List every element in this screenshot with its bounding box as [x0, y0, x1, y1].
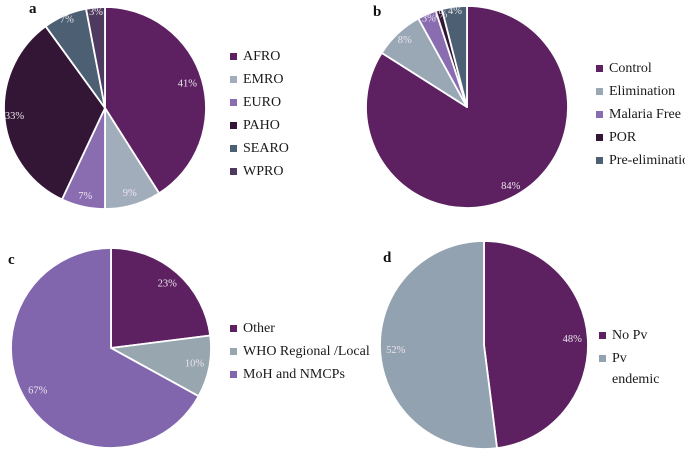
legend-item-euro: EURO: [230, 92, 289, 113]
legend-item-moh-and-nmcps: MoH and NMCPs: [230, 364, 370, 385]
legend-item-wpro: WPRO: [230, 161, 289, 182]
legend-swatch-icon: [230, 145, 237, 152]
slice-percentage-label: 1%: [433, 9, 447, 20]
pie-slice-no-pv: [483, 240, 589, 450]
pie-slice-control: [365, 5, 569, 209]
slice-percentage-label: 9%: [123, 188, 137, 199]
legend-label: Malaria Free: [609, 107, 681, 122]
pie-chart-d: 48% 52%: [379, 240, 589, 450]
legend-item-emro: EMRO: [230, 69, 289, 90]
slice-percentage-label: 67%: [28, 386, 48, 397]
legend-item-malaria-free: Malaria Free: [596, 104, 685, 125]
legend-item-control: Control: [596, 58, 685, 79]
panel-c: c 23% 10% 67% Other WHO Regional /Local MoH …: [0, 226, 370, 452]
legend-item-searo: SEARO: [230, 138, 289, 159]
legend-d: No Pv Pv endemic: [599, 325, 670, 392]
legend-swatch-icon: [230, 348, 237, 355]
legend-swatch-icon: [596, 111, 603, 118]
legend-swatch-icon: [230, 122, 237, 129]
pie-chart-c: 23% 10% 67%: [10, 247, 212, 449]
panel-letter-a: a: [29, 1, 37, 17]
legend-swatch-icon: [230, 371, 237, 378]
legend-label: Other: [243, 321, 275, 336]
slice-percentage-label: 3%: [89, 7, 103, 18]
legend-item-other: Other: [230, 318, 370, 339]
legend-swatch-icon: [230, 53, 237, 60]
legend-label: PAHO: [243, 118, 280, 133]
pie-slice-moh-and-nmcps: [10, 247, 200, 449]
pie-slice-wpro: [85, 6, 106, 109]
legend-item-who-regional-local: WHO Regional /Local: [230, 341, 370, 362]
legend-swatch-icon: [599, 355, 606, 362]
slice-percentage-label: 10%: [185, 358, 205, 369]
slice-percentage-label: 84%: [501, 181, 521, 192]
legend-label: Pre-elimination: [609, 153, 685, 168]
slice-percentage-label: 3%: [422, 13, 436, 24]
legend-swatch-icon: [596, 65, 603, 72]
slice-percentage-label: 4%: [448, 6, 462, 17]
legend-label: Elimination: [609, 84, 676, 99]
pie-slice-other: [110, 247, 212, 349]
slice-percentage-label: 8%: [398, 35, 412, 46]
legend-label: WPRO: [243, 164, 284, 179]
legend-label: MoH and NMCPs: [243, 367, 345, 382]
legend-item-pv-endemic: Pv endemic: [599, 348, 670, 390]
legend-item-no-pv: No Pv: [599, 325, 670, 346]
legend-label: Control: [609, 61, 652, 76]
pie-chart-b: 84% 8% 3%1% 4%: [365, 5, 569, 209]
legend-b: Control Elimination Malaria Free POR Pre-eli…: [596, 58, 685, 173]
legend-swatch-icon: [230, 325, 237, 332]
legend-label: No Pv: [612, 328, 648, 343]
slice-percentage-label: 33%: [5, 111, 25, 122]
pie-chart-a: 41% 9% 7% 33% 7% 3%: [3, 6, 207, 210]
panel-b: b 84% 8% 3% 1% 4% Control Elimination Malaria …: [342, 0, 685, 226]
panel-d: d 48% 52% No Pv Pv endemic: [342, 226, 685, 452]
legend-swatch-icon: [230, 76, 237, 83]
legend-label: POR: [609, 130, 637, 145]
legend-c: Other WHO Regional /Local MoH and NMCPs: [230, 318, 370, 387]
slice-percentage-label: 23%: [158, 279, 178, 290]
legend-item-afro: AFRO: [230, 46, 289, 67]
legend-item-paho: PAHO: [230, 115, 289, 136]
slice-percentage-label: 7%: [60, 14, 74, 25]
pie-slice-pre-elimination: [440, 5, 468, 108]
legend-swatch-icon: [230, 168, 237, 175]
legend-swatch-icon: [596, 88, 603, 95]
pie-slice-paho: [3, 25, 106, 201]
legend-item-elimination: Elimination: [596, 81, 685, 102]
legend-label: Pv endemic: [612, 351, 660, 387]
legend-label: EURO: [243, 95, 282, 110]
legend-swatch-icon: [596, 157, 603, 164]
legend-a: AFRO EMRO EURO PAHO SEARO WPRO: [230, 46, 289, 184]
panel-letter-d: d: [383, 250, 392, 266]
slice-percentage-label: 7%: [78, 191, 92, 202]
panel-letter-b: b: [373, 4, 382, 20]
legend-swatch-icon: [599, 332, 606, 339]
pie-slice-pv-endemic: [379, 240, 498, 450]
legend-label: WHO Regional /Local: [243, 344, 370, 359]
legend-label: SEARO: [243, 141, 289, 156]
panel-a: a 41% 9% 7% 33% 7% 3% AFRO EMRO EURO PAHO SEARO WP…: [0, 0, 342, 226]
legend-swatch-icon: [596, 134, 603, 141]
legend-item-por: POR: [596, 127, 685, 148]
slice-percentage-label: 41%: [178, 78, 198, 89]
legend-label: EMRO: [243, 72, 284, 87]
panel-letter-c: c: [8, 252, 15, 268]
legend-label: AFRO: [243, 49, 281, 64]
slice-percentage-label: 48%: [563, 334, 583, 345]
legend-item-pre-elimination: Pre-elimination: [596, 150, 685, 171]
legend-swatch-icon: [230, 99, 237, 106]
slice-percentage-label: 52%: [386, 345, 406, 356]
